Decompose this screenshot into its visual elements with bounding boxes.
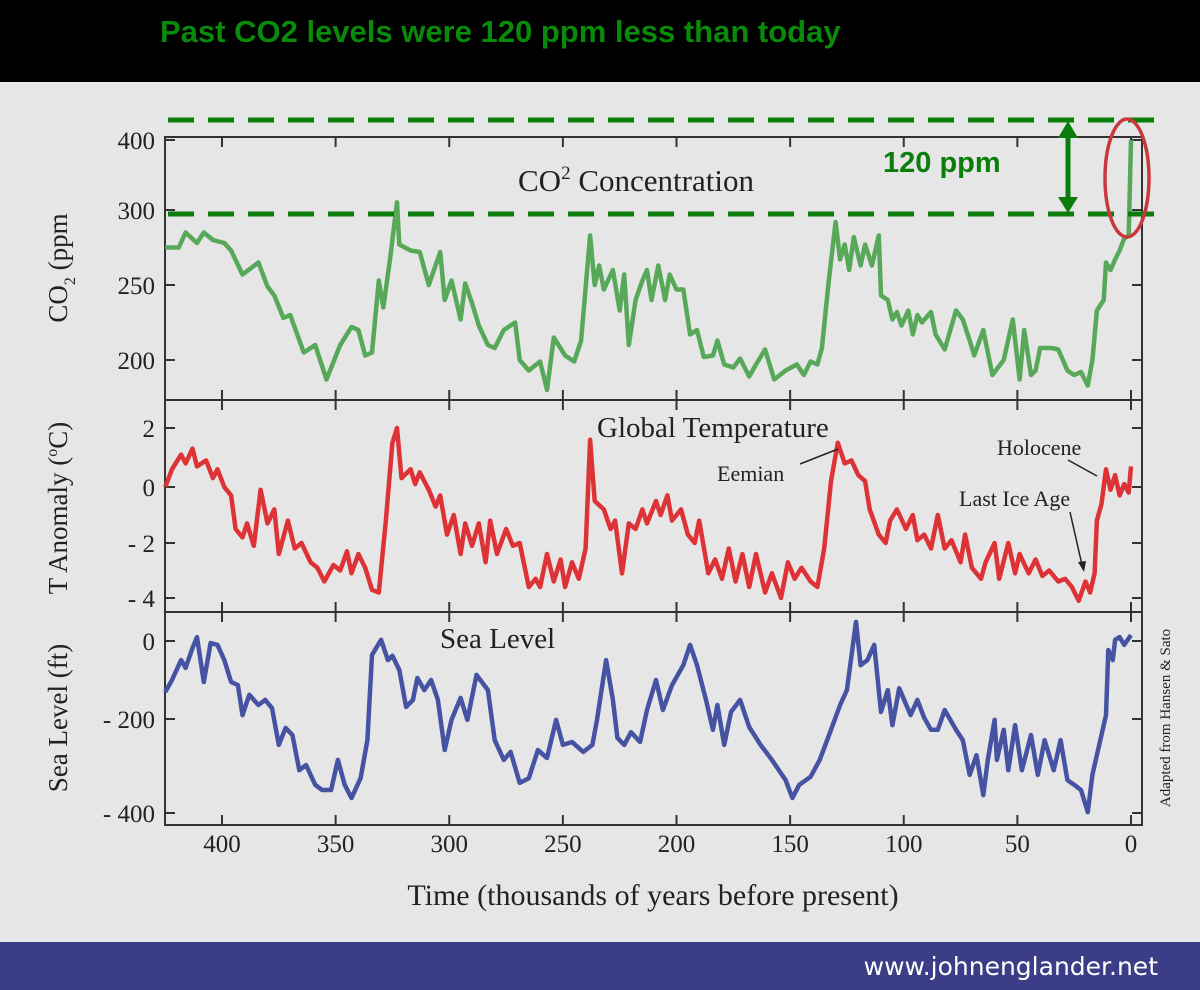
annotation-eemian: Eemian — [717, 461, 784, 486]
co2-panel-title: CO2 Concentration — [518, 163, 754, 198]
holocene-pointer — [1067, 459, 1098, 477]
gap-arrow-down-icon — [1058, 197, 1078, 213]
plot-frame — [164, 136, 1143, 826]
x-tick-label: 0 — [1125, 831, 1138, 858]
modern-co2-highlight-circle — [1103, 117, 1151, 239]
temperature-y-tick-label: - 2 — [128, 531, 155, 558]
x-tick-label: 250 — [544, 831, 582, 858]
x-axis-label: Time (thousands of years before present) — [407, 879, 898, 912]
co2-series-line — [165, 139, 1134, 393]
sea-level-y-tick-label: 0 — [143, 629, 156, 656]
x-tick-label: 400 — [203, 831, 241, 858]
x-tick-label: 150 — [771, 831, 809, 858]
temperature-series-line — [163, 425, 1134, 604]
sea-level-panel-title: Sea Level — [440, 623, 555, 655]
co2-y-tick-label: 300 — [118, 198, 156, 225]
gap-arrow-up-icon — [1058, 121, 1078, 138]
last-ice-age-arrowhead — [1078, 561, 1086, 572]
x-tick-label: 100 — [885, 831, 923, 858]
sea-level-series-line — [163, 619, 1133, 815]
gap-label: 120 ppm — [883, 147, 1001, 179]
x-tick-label: 350 — [317, 831, 355, 858]
footer-bar — [0, 942, 1200, 990]
source-credit: Adapted from Hansen & Sato — [1158, 629, 1174, 807]
co2-y-tick-label: 400 — [118, 128, 156, 155]
temperature-y-axis-label: T Anomaly (oC) — [43, 422, 73, 595]
co2-y-tick-label: 200 — [118, 348, 156, 375]
x-tick-label: 200 — [658, 831, 696, 858]
eemian-pointer — [799, 448, 839, 465]
annotation-holocene: Holocene — [997, 435, 1081, 460]
temperature-y-tick-label: 2 — [143, 416, 156, 443]
co2-y-axis-label: CO2 (ppm — [43, 213, 79, 322]
footer-url[interactable]: www.johnenglander.net — [864, 952, 1159, 981]
x-tick-label: 50 — [1005, 831, 1030, 858]
co2-y-tick-label: 250 — [118, 273, 156, 300]
temperature-y-tick-label: 0 — [143, 475, 156, 502]
sea-level-y-tick-label: - 400 — [103, 801, 155, 828]
temperature-y-tick-label: - 4 — [128, 586, 156, 613]
headline: Past CO2 levels were 120 ppm less than t… — [160, 14, 841, 49]
temperature-panel-title: Global Temperature — [597, 412, 829, 444]
annotation-last-ice-age: Last Ice Age — [959, 486, 1070, 511]
sea-level-y-tick-label: - 200 — [103, 707, 155, 734]
sea-level-y-axis-label: Sea Level (ft) — [43, 644, 73, 792]
x-tick-label: 300 — [431, 831, 469, 858]
last-ice-age-arrow — [1069, 511, 1083, 566]
header-bar — [0, 0, 1200, 82]
